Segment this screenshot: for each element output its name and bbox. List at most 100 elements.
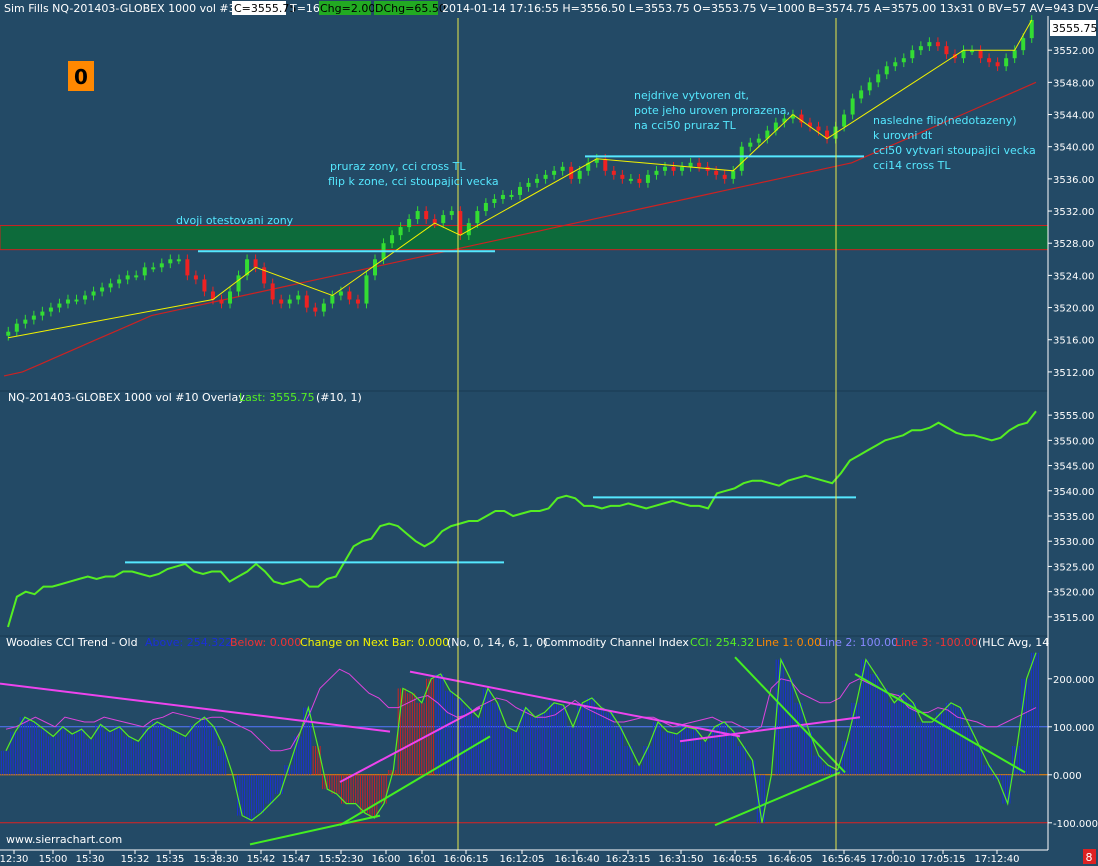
candle bbox=[176, 254, 181, 265]
annotation-dt-level: k urovni dt bbox=[873, 129, 933, 142]
overlay-label-prefix: NQ-201403-GLOBEX 1000 vol #10 Overlay bbox=[8, 391, 245, 404]
candle bbox=[799, 109, 804, 128]
price-axis-label: 3544.00 bbox=[1053, 111, 1094, 122]
candle-body bbox=[398, 227, 403, 236]
candle-body bbox=[483, 203, 488, 212]
candle-body bbox=[500, 194, 505, 199]
candle-body bbox=[74, 299, 79, 302]
overlay-axis-label: 3550.00 bbox=[1053, 436, 1094, 447]
candle-body bbox=[867, 82, 872, 91]
close-value: C=3555.75 bbox=[234, 2, 296, 15]
candle bbox=[859, 85, 864, 104]
price-axis-label: 3532.00 bbox=[1053, 207, 1094, 218]
candle bbox=[731, 166, 736, 184]
candle-body bbox=[65, 299, 70, 304]
candle-body bbox=[739, 146, 744, 171]
price-axis-label: 3512.00 bbox=[1053, 368, 1094, 379]
candle bbox=[765, 125, 770, 144]
candle bbox=[134, 270, 139, 281]
candle-body bbox=[364, 275, 369, 304]
price-axis-label: 3536.00 bbox=[1053, 175, 1094, 186]
time-label: 16:01 bbox=[408, 854, 437, 865]
candle-body bbox=[799, 114, 804, 123]
candle bbox=[65, 294, 70, 309]
candle-body bbox=[935, 42, 940, 47]
candle-body bbox=[193, 275, 198, 280]
overlay-price-line bbox=[7, 410, 1037, 628]
cci-label-line1: Line 1: 0.00 bbox=[756, 636, 821, 649]
candle-body bbox=[603, 158, 608, 171]
time-label: 16:31:50 bbox=[659, 854, 704, 865]
candle-body bbox=[108, 283, 113, 288]
candle-body bbox=[961, 50, 966, 59]
candle bbox=[424, 206, 429, 224]
candle-body bbox=[373, 259, 378, 276]
candle bbox=[671, 161, 676, 176]
candle-body bbox=[134, 275, 139, 278]
candle-body bbox=[628, 178, 633, 181]
candle-body bbox=[850, 98, 855, 115]
candle bbox=[901, 53, 906, 68]
candle bbox=[500, 190, 505, 204]
candle bbox=[159, 258, 164, 273]
candle-body bbox=[210, 291, 215, 300]
candle-body bbox=[424, 211, 429, 220]
candle bbox=[245, 254, 250, 281]
zigzag-trendline bbox=[8, 19, 1033, 339]
candle bbox=[475, 206, 480, 228]
candle bbox=[483, 198, 488, 216]
candle bbox=[449, 206, 454, 220]
time-label: 16:23:15 bbox=[606, 854, 651, 865]
time-label: 16:12:05 bbox=[500, 854, 545, 865]
candle bbox=[714, 166, 719, 180]
overlay-axis-label: 3540.00 bbox=[1053, 487, 1094, 498]
candle-body bbox=[765, 130, 770, 139]
candle bbox=[662, 161, 667, 176]
candle-body bbox=[790, 114, 795, 119]
candle-body bbox=[995, 62, 1000, 67]
annotation-flip: nasledne flip(nedotazeny) bbox=[873, 114, 1017, 127]
candle-body bbox=[287, 299, 292, 304]
time-label: 15:30 bbox=[76, 854, 105, 865]
candle bbox=[978, 45, 983, 64]
candle-body bbox=[304, 295, 309, 308]
candle bbox=[620, 170, 625, 184]
candle bbox=[23, 314, 28, 329]
close-box bbox=[232, 1, 286, 15]
daily-change-box bbox=[374, 1, 438, 15]
candle-body bbox=[918, 46, 923, 51]
cci-label-cci-name: Commodity Channel Index bbox=[543, 636, 689, 649]
candle bbox=[57, 298, 62, 313]
candle-body bbox=[390, 235, 395, 244]
candle bbox=[330, 290, 335, 309]
candle bbox=[739, 141, 744, 176]
cci-label-below: Below: 0.000 bbox=[230, 636, 301, 649]
candle bbox=[1012, 45, 1017, 64]
candle bbox=[91, 286, 96, 301]
candle bbox=[756, 133, 761, 148]
candle bbox=[492, 194, 497, 208]
cci-trendline-magenta bbox=[0, 682, 391, 733]
candle bbox=[790, 109, 795, 124]
support-zone bbox=[0, 225, 1049, 251]
candle-body bbox=[552, 170, 557, 175]
candle-body bbox=[279, 299, 284, 304]
candle-body bbox=[228, 291, 233, 304]
candle bbox=[193, 270, 198, 285]
axis-background bbox=[1048, 16, 1098, 850]
time-label: 16:00 bbox=[372, 854, 401, 865]
candle-body bbox=[441, 215, 446, 224]
candle-body bbox=[48, 307, 53, 312]
candle bbox=[296, 290, 301, 305]
candle bbox=[219, 294, 224, 309]
moving-average-line bbox=[3, 81, 1037, 377]
overlay-axis-label: 3520.00 bbox=[1053, 588, 1094, 599]
time-label: 15:00 bbox=[39, 854, 68, 865]
candle-body bbox=[782, 118, 787, 123]
candle-body bbox=[270, 283, 275, 300]
candle-body bbox=[978, 50, 983, 59]
candle-body bbox=[100, 287, 105, 292]
candle bbox=[142, 262, 147, 281]
cci-label-params: (No, 0, 14, 6, 1, 0) bbox=[447, 636, 548, 649]
annotation-dt-created: nejdrive vytvoren dt, bbox=[634, 89, 749, 102]
